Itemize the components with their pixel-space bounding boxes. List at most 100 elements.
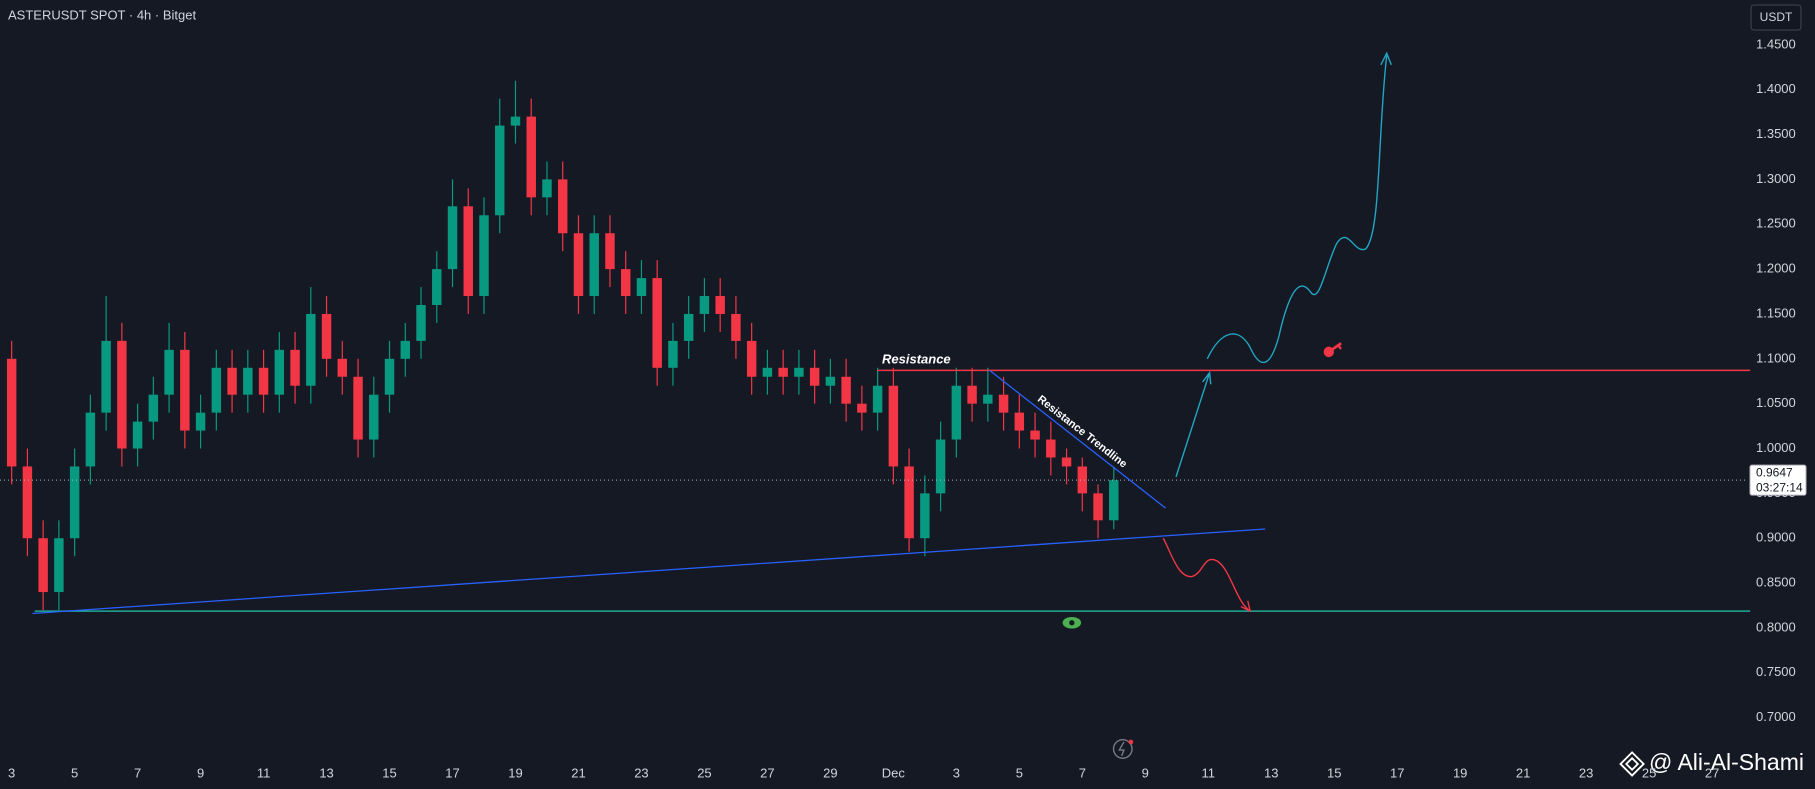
candle-body: [983, 394, 993, 404]
x-tick-label: 19: [1453, 765, 1467, 780]
last-price-box: [1749, 464, 1807, 496]
x-tick-label: 9: [197, 765, 204, 780]
currency-button[interactable]: [1750, 4, 1802, 31]
x-tick-label: 27: [760, 765, 774, 780]
y-tick-label: 1.0500: [1756, 395, 1796, 410]
candle-body: [1109, 480, 1119, 521]
candle-body: [620, 269, 631, 297]
y-tick-label: 1.1500: [1756, 305, 1796, 320]
candle-body: [243, 367, 253, 395]
candle-body: [935, 439, 946, 494]
candle-body: [353, 376, 363, 440]
candle-body: [557, 179, 568, 234]
candle-body: [463, 206, 473, 297]
candle-body: [69, 466, 80, 539]
candle-body: [699, 296, 710, 314]
x-tick-label: 3: [953, 765, 960, 780]
x-tick-label: 11: [1202, 765, 1216, 780]
candle-body: [542, 179, 552, 198]
candle-body: [746, 340, 757, 377]
x-tick-label: 21: [1516, 765, 1530, 780]
candle-body: [85, 412, 96, 467]
candle-body: [872, 385, 883, 413]
rising-trendline: [32, 528, 1266, 615]
candle-body: [920, 493, 930, 539]
candle-body: [400, 340, 410, 359]
candle-body: [117, 340, 127, 449]
candle-body: [1014, 412, 1025, 431]
candle-body: [652, 278, 662, 368]
candle-body: [274, 349, 285, 395]
x-tick-label: 15: [382, 765, 396, 780]
candle-body: [479, 215, 489, 297]
candle-body: [526, 116, 536, 198]
candle-body: [857, 403, 867, 413]
candle-body: [227, 367, 237, 395]
candle-body: [841, 376, 851, 404]
candle-body: [148, 394, 159, 422]
candle-body: [384, 358, 395, 395]
candle-body: [1046, 439, 1056, 458]
candle-body: [683, 313, 694, 341]
candle-body: [369, 394, 379, 440]
candle-body: [447, 206, 458, 270]
x-tick-label: 19: [508, 765, 522, 780]
candle-body: [510, 116, 521, 126]
x-tick-label: 27: [1705, 765, 1719, 780]
y-tick-label: 1.4000: [1756, 81, 1796, 96]
candle-body: [967, 385, 977, 404]
x-tick-label: 7: [1079, 765, 1086, 780]
watermark: @ Ali-Al-Shami: [1649, 749, 1804, 775]
currency-label: USDT: [1760, 10, 1793, 24]
resistance-label: Resistance: [882, 351, 951, 366]
x-tick-label: 11: [257, 765, 271, 780]
candle-body: [211, 367, 222, 413]
candle-body: [1061, 457, 1072, 467]
candle-body: [778, 367, 788, 377]
y-tick-label: 0.7500: [1756, 664, 1796, 679]
x-tick-label: 23: [1579, 765, 1593, 780]
x-tick-label: 9: [1142, 765, 1149, 780]
candle-body: [290, 349, 300, 386]
x-tick-label: 25: [1642, 765, 1656, 780]
key-icon: [1323, 342, 1342, 358]
x-tick-label: 25: [697, 765, 711, 780]
candle-body: [951, 385, 962, 440]
lightning-icon: [1112, 738, 1134, 759]
candle-body: [668, 340, 678, 368]
bear-projection: [1162, 537, 1252, 613]
y-tick-label: 1.2000: [1756, 261, 1796, 276]
x-tick-label: 7: [134, 765, 141, 780]
x-tick-label: 23: [634, 765, 648, 780]
candle-body: [306, 313, 316, 386]
watermark-logo: [1619, 751, 1645, 777]
candle-body: [888, 385, 899, 467]
y-tick-label: 1.2500: [1756, 216, 1796, 231]
x-tick-label: 15: [1327, 765, 1341, 780]
drawings: [32, 51, 1751, 777]
x-tick-label: 29: [823, 765, 837, 780]
bull-projection: [1206, 51, 1392, 364]
candle-body: [825, 376, 836, 386]
candle-body: [998, 394, 1009, 413]
candle-body: [1077, 466, 1088, 494]
countdown-label: 03:27:14: [1756, 480, 1803, 494]
candle-body: [794, 367, 804, 377]
y-tick-label: 1.4500: [1756, 36, 1796, 51]
candle-body: [321, 313, 332, 359]
x-tick-label: 3: [8, 765, 15, 780]
candles: [0, 80, 1748, 610]
candle-body: [337, 358, 348, 377]
candle-body: [573, 233, 584, 297]
x-tick-label: Dec: [882, 765, 906, 780]
x-tick-label: 13: [1264, 765, 1278, 780]
candle-body: [22, 466, 33, 539]
candle-body: [904, 466, 914, 539]
x-tick-label: 17: [1390, 765, 1404, 780]
candle-body: [132, 421, 143, 449]
y-tick-label: 0.7000: [1756, 709, 1796, 724]
y-tick-label: 1.3000: [1756, 171, 1796, 186]
y-tick-label: 0.8000: [1756, 619, 1796, 634]
